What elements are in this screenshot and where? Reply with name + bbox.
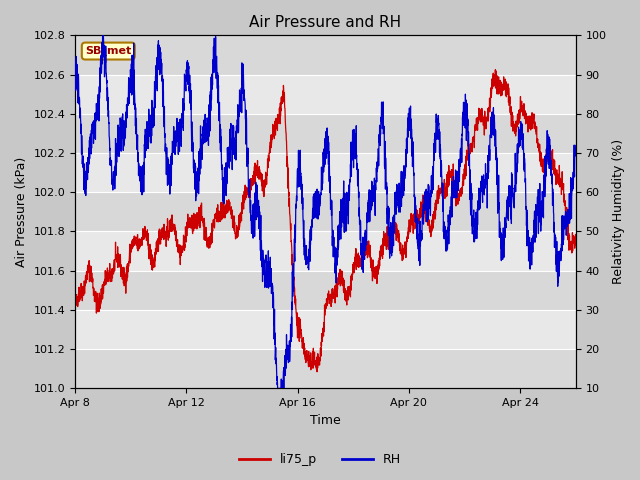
- Bar: [75, 271, 576, 310]
- Bar: [75, 153, 576, 192]
- Y-axis label: Relativity Humidity (%): Relativity Humidity (%): [612, 139, 625, 284]
- X-axis label: Time: Time: [310, 414, 341, 427]
- Bar: [75, 36, 576, 74]
- Y-axis label: Air Pressure (kPa): Air Pressure (kPa): [15, 156, 28, 267]
- Bar: [75, 349, 576, 388]
- Bar: [75, 114, 576, 153]
- Bar: [75, 310, 576, 349]
- Legend: li75_p, RH: li75_p, RH: [234, 448, 406, 471]
- Bar: [75, 231, 576, 271]
- Bar: [75, 74, 576, 114]
- Title: Air Pressure and RH: Air Pressure and RH: [250, 15, 401, 30]
- Text: SB_met: SB_met: [85, 46, 131, 56]
- Bar: [75, 192, 576, 231]
